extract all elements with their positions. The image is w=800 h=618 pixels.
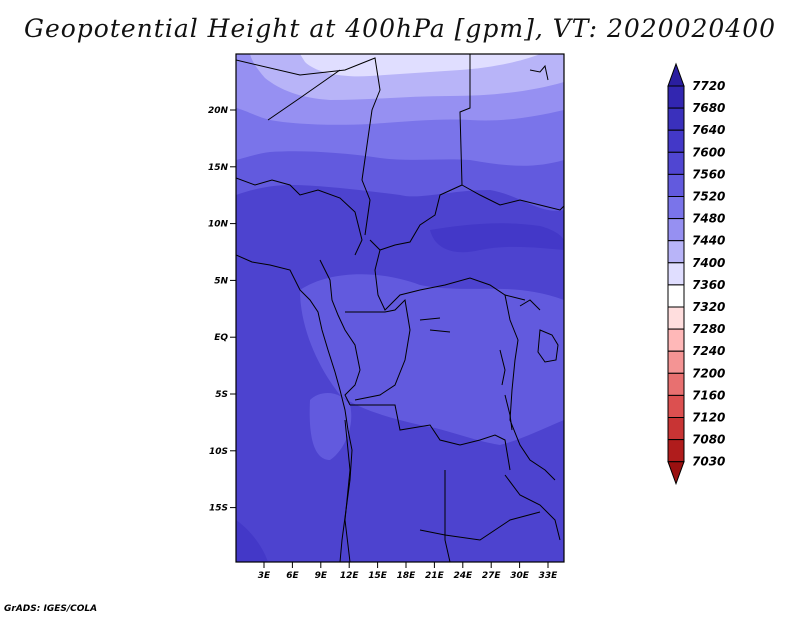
lon-tick-label: 30E: [510, 571, 530, 581]
colorbar-label: 7030: [692, 455, 725, 469]
colorbar-label: 7200: [692, 366, 725, 380]
lon-tick-label: 12E: [340, 571, 360, 581]
country-borders: [236, 54, 564, 562]
colorbar-segment: [667, 306, 685, 330]
colorbar-label: 7680: [692, 101, 725, 115]
lat-tick-label: 10N: [208, 220, 229, 230]
latitude-axis: 20N 15N 10N 5N EQ 5S 10S 15S: [208, 106, 236, 514]
colorbar-label: 7440: [692, 234, 725, 248]
chart-title: Geopotential Height at 400hPa [gpm], VT:…: [23, 14, 777, 43]
height-field-7640-east: [430, 223, 564, 253]
colorbar-label: 7560: [692, 167, 725, 181]
border-line: [236, 177, 363, 256]
lon-tick-label: 21E: [425, 571, 445, 581]
colorbar-segment: [667, 173, 685, 197]
colorbar-label: 7240: [692, 344, 725, 358]
lon-tick-label: 33E: [539, 571, 559, 581]
border-line: [419, 511, 541, 541]
colorbar-segment: [667, 151, 685, 175]
lat-tick-label: EQ: [214, 333, 228, 343]
coastline: [236, 254, 353, 562]
lon-tick-label: 27E: [482, 571, 502, 581]
colorbar-segment: [667, 350, 685, 374]
lon-tick-label: 6E: [286, 571, 299, 581]
border-line: [369, 54, 471, 251]
colorbar-label: 7160: [692, 388, 725, 402]
map-frame: [235, 53, 565, 563]
footer-credit: GrADS: IGES/COLA: [4, 604, 98, 614]
height-field-7640-south: [236, 520, 268, 562]
colorbar-label: 7360: [692, 278, 725, 292]
colorbar-segment: [667, 394, 685, 418]
colorbar-label: 7480: [692, 212, 725, 226]
colorbar-segment: [667, 218, 685, 242]
colorbar-segment: [667, 107, 685, 131]
lat-tick-label: 15S: [209, 504, 228, 514]
longitude-axis: 3E 6E 9E 12E 15E 18E 21E 24E 27E 30E 33E: [258, 562, 558, 581]
colorbar-label: 7120: [692, 411, 725, 425]
lake-outline: [499, 349, 513, 431]
colorbar-segment: [667, 196, 685, 220]
lon-tick-label: 9E: [315, 571, 328, 581]
lat-tick-label: 20N: [208, 106, 229, 116]
colorbar-label: 7400: [692, 256, 725, 270]
colorbar-segment: [667, 284, 685, 308]
height-field-7560-basin: [300, 274, 564, 445]
border-line: [504, 294, 556, 481]
height-field-7400: [300, 54, 540, 77]
border-line: [461, 184, 564, 211]
colorbar-label: 7720: [692, 79, 725, 93]
colorbar-label: 7080: [692, 433, 725, 447]
border-line: [350, 404, 511, 471]
lon-tick-label: 3E: [258, 571, 271, 581]
colorbar: 7720 7680 7640 7600 7560 7520 7480 7440 7400 7360…: [667, 62, 725, 486]
height-field-7560-west: [309, 393, 352, 460]
border-line: [267, 69, 341, 121]
lon-tick-label: 15E: [368, 571, 388, 581]
colorbar-label: 7320: [692, 300, 725, 314]
colorbar-label: 7600: [692, 145, 725, 159]
border-line: [444, 470, 451, 562]
lat-tick-label: 5N: [214, 276, 228, 286]
coastline-east: [519, 64, 549, 311]
colorbar-segment: [667, 240, 685, 264]
colorbar-segment: [667, 328, 685, 352]
colorbar-top-arrow: [667, 62, 685, 87]
border-line: [236, 57, 381, 236]
border-line: [504, 474, 561, 541]
colorbar-segment: [667, 439, 685, 463]
border-line: [319, 259, 361, 406]
colorbar-bottom-arrow: [667, 461, 685, 486]
map-plot-area: [236, 54, 564, 562]
colorbar-label: 7520: [692, 190, 725, 204]
colorbar-segment: [667, 129, 685, 153]
river-outline: [419, 317, 451, 333]
colorbar-segment: [667, 417, 685, 441]
colorbar-segment: [667, 85, 685, 109]
colorbar-segment: [667, 372, 685, 396]
lat-tick-label: 10S: [209, 447, 228, 457]
colorbar-segment: [667, 262, 685, 286]
border-line: [345, 298, 411, 401]
lake-outline: [537, 329, 559, 363]
lat-tick-label: 15N: [208, 163, 229, 173]
lat-tick-label: 5S: [215, 390, 228, 400]
lon-tick-label: 18E: [397, 571, 417, 581]
colorbar-label: 7280: [692, 322, 725, 336]
colorbar-label: 7640: [692, 123, 725, 137]
lon-tick-label: 24E: [453, 571, 473, 581]
border-line: [374, 249, 526, 311]
